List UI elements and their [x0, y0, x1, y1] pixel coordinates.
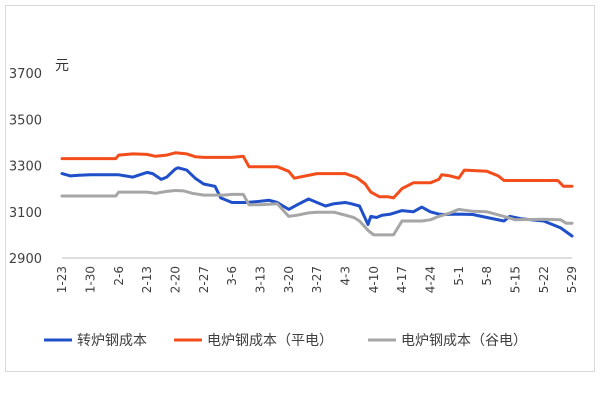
- chart-frame: 元 2900 3100 3300 3500 3700 1-23 1-30 2-6 2-13 2-…: [5, 5, 595, 372]
- x-tick-labels: 1-23 1-30 2-6 2-13 2-20 2-27 3-6 3-13 3-20 3-27 4-…: [55, 266, 579, 293]
- line-chart: 元 2900 3100 3300 3500 3700 1-23 1-30 2-6 2-13 2-…: [9, 58, 579, 349]
- x-tick-label: 4-17: [395, 266, 409, 293]
- series-line-2: [60, 151, 574, 200]
- x-tick-label: 2-6: [112, 266, 126, 286]
- series-lines: [60, 151, 574, 238]
- x-tick-label: 4-24: [424, 266, 438, 293]
- y-tick-label: 3100: [9, 206, 42, 221]
- y-tick-label: 3500: [9, 113, 42, 128]
- y-tick-labels: 2900 3100 3300 3500 3700: [9, 67, 42, 267]
- x-tick-label: 3-13: [254, 266, 268, 293]
- y-tick-label: 3300: [9, 160, 42, 175]
- x-tick-label: 3-6: [225, 266, 239, 286]
- series-line-1: [60, 166, 574, 238]
- x-tick-label: 5-29: [565, 266, 579, 293]
- x-tick-label: 4-10: [367, 266, 381, 293]
- x-tick-label: 5-8: [480, 266, 494, 286]
- x-tick-label: 1-23: [55, 266, 69, 293]
- x-tick-label: 1-30: [84, 266, 98, 293]
- legend-label-1: 转炉钢成本: [77, 333, 147, 349]
- x-tick-label: 2-20: [169, 266, 183, 293]
- legend: 转炉钢成本 电炉钢成本（平电） 电炉钢成本（谷电）: [44, 333, 527, 349]
- x-tick-label: 4-3: [339, 266, 353, 286]
- series-line-3: [60, 189, 574, 237]
- x-tick-label: 5-15: [509, 266, 523, 293]
- y-tick-label: 3700: [9, 67, 42, 82]
- legend-label-2: 电炉钢成本（平电）: [207, 333, 333, 349]
- x-tick-label: 3-20: [282, 266, 296, 293]
- x-tick-label: 3-27: [310, 266, 324, 293]
- y-axis-unit-label: 元: [55, 58, 69, 74]
- y-tick-label: 2900: [9, 252, 42, 267]
- x-tick-label: 5-1: [452, 266, 466, 286]
- legend-label-3: 电炉钢成本（谷电）: [401, 333, 527, 349]
- x-tick-label: 2-27: [197, 266, 211, 293]
- x-tick-label: 2-13: [140, 266, 154, 293]
- x-tick-label: 5-22: [537, 266, 551, 293]
